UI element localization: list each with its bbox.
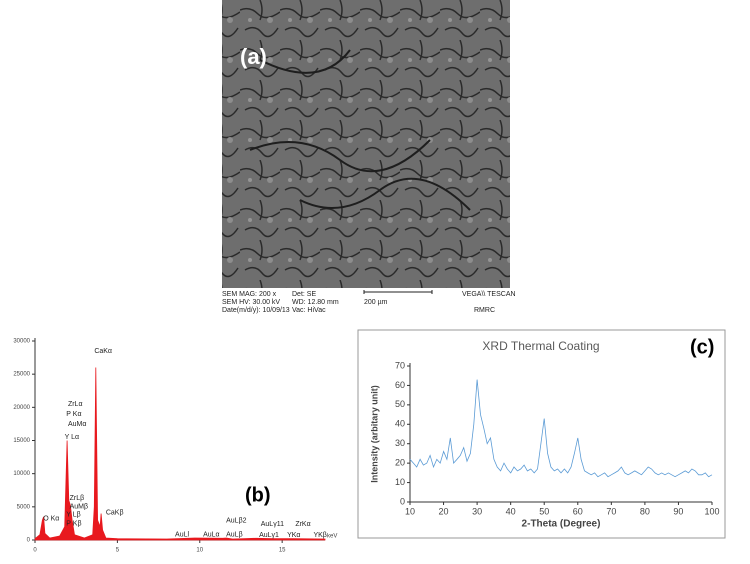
peak-label: AuLl [175, 532, 189, 539]
y-tick-label: 0 [27, 538, 31, 544]
xrd-frame [357, 329, 726, 539]
x-tick-label: 40 [506, 506, 516, 516]
y-tick-label: 40 [395, 419, 405, 429]
peak-label: P Kα [66, 411, 81, 418]
peak-label: AuLβ2 [226, 518, 246, 525]
peak-label: Y Lβ [66, 512, 80, 519]
x-tick-label: 10 [196, 548, 203, 554]
x-tick-label: 90 [673, 506, 683, 516]
peak-label: YKβ [313, 532, 326, 539]
info: SEM MAG: 200 x [222, 291, 277, 298]
y-tick-label: 20 [395, 458, 405, 468]
crack [249, 49, 471, 211]
y-tick-label: 70 [395, 360, 405, 370]
x-unit: keV [327, 534, 337, 540]
info: 200 µm [364, 299, 388, 306]
y-tick-label: 20000 [13, 405, 30, 411]
y-axis-label: Intensity (arbitary unit) [369, 385, 379, 483]
peak-label: O Kα [43, 516, 59, 523]
info: VEGA\\ TESCAN [462, 291, 516, 298]
x-tick-label: 70 [606, 506, 616, 516]
x-axis-label: 2-Theta (Degree) [522, 519, 601, 530]
y-tick-label: 60 [395, 380, 405, 390]
peak-label: YKα [287, 532, 300, 539]
peak-label: CaKβ [106, 510, 124, 517]
peak-label: AuLβ [226, 532, 242, 539]
peak-label: Y Lα [65, 434, 79, 441]
x-tick-label: 100 [704, 506, 719, 516]
panel-label: (b) [245, 484, 271, 506]
chart-title: XRD Thermal Coating [482, 339, 599, 353]
y-tick-label: 30000 [13, 339, 30, 345]
info: Vac: HiVac [292, 307, 326, 314]
y-tick-label: 30 [395, 438, 405, 448]
peak-label: ZrLα [68, 401, 83, 408]
x-tick-label: 30 [472, 506, 482, 516]
info: RMRC [474, 307, 495, 314]
spectrum [34, 367, 326, 541]
x-tick-label: 10 [405, 506, 415, 516]
peak-label: AuLγ11 [261, 521, 284, 528]
x-tick-label: 50 [539, 506, 549, 516]
y-tick-label: 25000 [13, 372, 30, 378]
scale-bar [363, 290, 433, 294]
y-tick-label: 10000 [13, 471, 30, 477]
xrd-line [409, 379, 713, 478]
peak-label: AuMβ [70, 504, 88, 511]
y-tick-label: 10 [395, 477, 405, 487]
peak-label: AuLα [203, 532, 220, 539]
x-tick-label: 20 [439, 506, 449, 516]
x-tick-label: 0 [33, 548, 37, 554]
peak-label: AuLγ1 [259, 532, 279, 539]
info: Det: SE [292, 291, 316, 298]
peak-label: P Kβ [66, 520, 81, 527]
info: Date(m/d/y): 10/09/13 [222, 307, 290, 314]
info: WD: 12.80 mm [292, 299, 339, 306]
x-tick-label: 60 [573, 506, 583, 516]
peak-label: CaKα [94, 348, 112, 355]
panel-label: (c) [690, 336, 714, 358]
x-tick-label: 15 [279, 548, 286, 554]
peak-label: ZrLβ [70, 495, 85, 502]
y-tick-label: 50 [395, 399, 405, 409]
x-tick-label: 5 [116, 548, 120, 554]
peak-label: ZrKα [295, 521, 310, 528]
info: SEM HV: 30.00 kV [222, 299, 280, 306]
sem-info: SEM MAG: 200 x SEM HV: 30.00 kV Date(m/d… [222, 291, 516, 314]
y-tick-label: 0 [400, 496, 405, 506]
panel-label: (a) [240, 44, 267, 69]
x-tick-label: 80 [640, 506, 650, 516]
y-tick-label: 5000 [17, 504, 31, 510]
y-tick-label: 15000 [13, 438, 30, 444]
peak-label: AuMα [68, 421, 86, 428]
